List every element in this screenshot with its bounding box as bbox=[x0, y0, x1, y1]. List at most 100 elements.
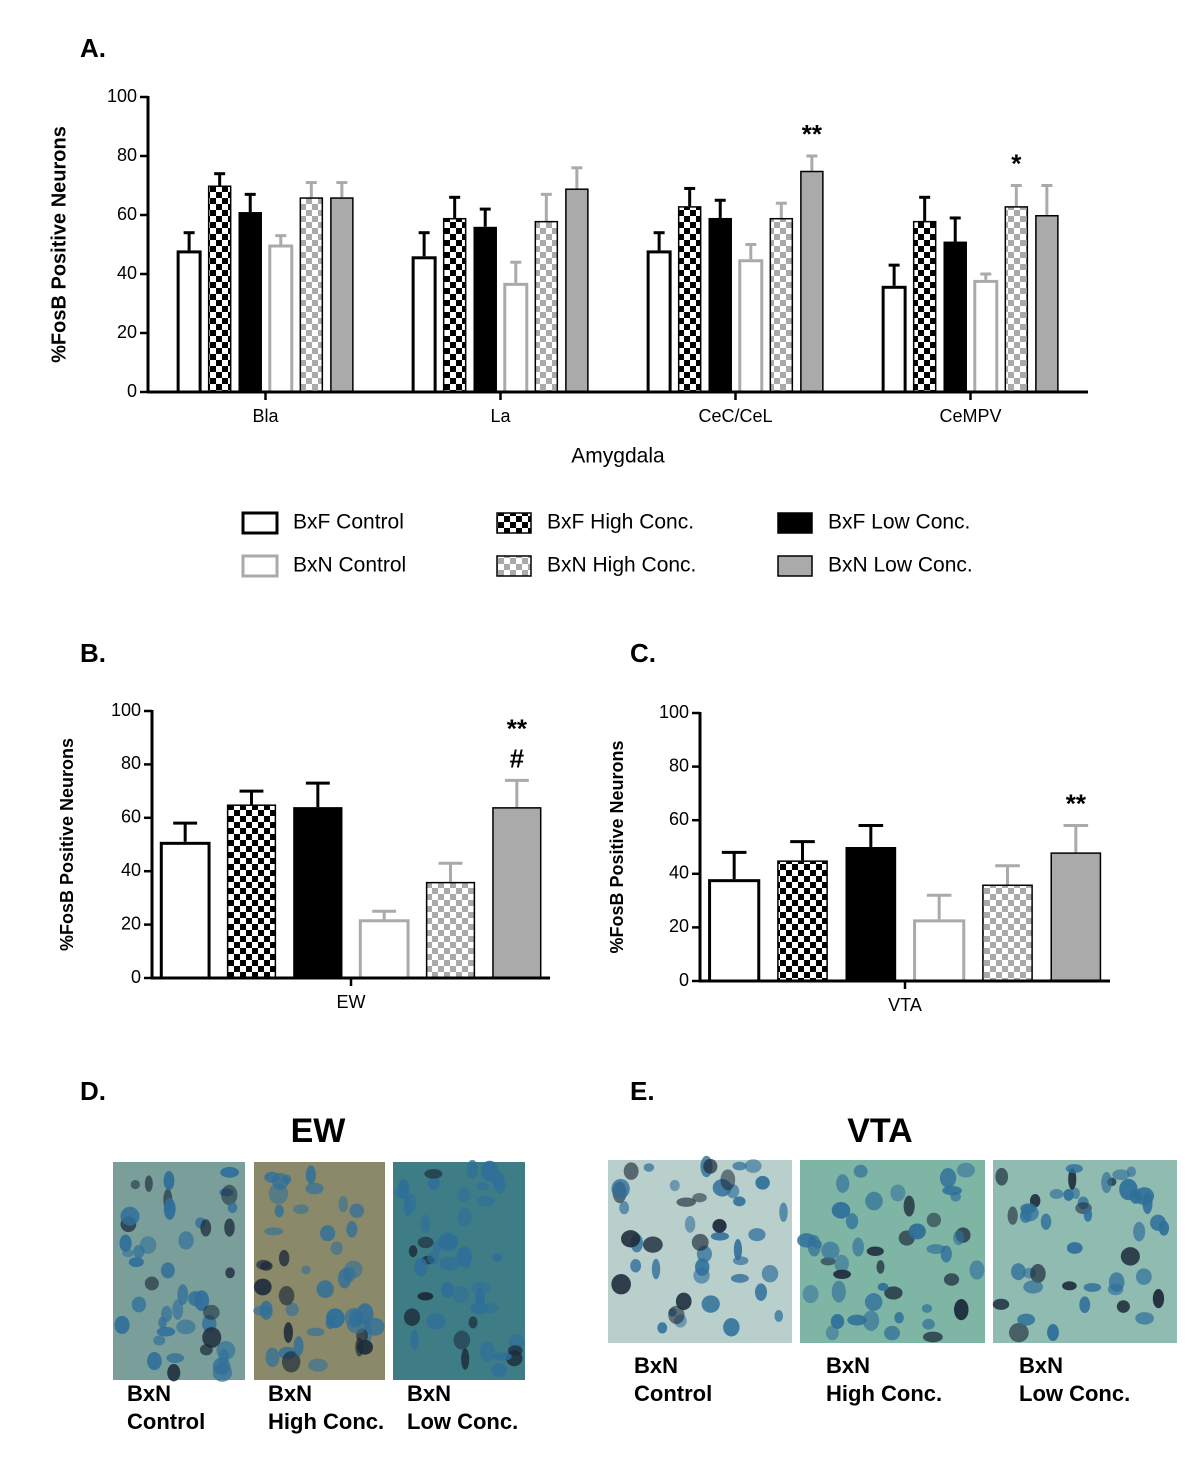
cell-nucleus bbox=[847, 1314, 867, 1326]
cell-nucleus bbox=[120, 1206, 140, 1226]
y-tick-label: 80 bbox=[121, 753, 141, 773]
cell-nucleus bbox=[992, 1298, 1010, 1310]
panel-title: EW bbox=[291, 1112, 347, 1150]
y-tick-label: 20 bbox=[121, 913, 141, 933]
cell-nucleus bbox=[825, 1325, 839, 1341]
cell-nucleus bbox=[733, 1239, 742, 1261]
cell-nucleus bbox=[1083, 1283, 1102, 1292]
bar bbox=[293, 807, 343, 979]
bar bbox=[492, 807, 542, 979]
cell-nucleus bbox=[265, 1347, 280, 1368]
image-caption: BxN bbox=[127, 1381, 171, 1406]
legend-label: BxN Control bbox=[293, 554, 406, 577]
cell-nucleus bbox=[253, 1278, 272, 1296]
cell-nucleus bbox=[406, 1193, 417, 1214]
bar bbox=[1050, 852, 1102, 982]
cell-nucleus bbox=[278, 1249, 290, 1267]
cell-nucleus bbox=[346, 1220, 358, 1238]
cell-nucleus bbox=[1079, 1296, 1091, 1314]
legend-swatch bbox=[777, 512, 813, 534]
cell-nucleus bbox=[403, 1308, 421, 1326]
cell-nucleus bbox=[490, 1170, 505, 1187]
cell-nucleus bbox=[133, 1245, 145, 1259]
bar bbox=[442, 217, 467, 393]
cell-nucleus bbox=[1023, 1280, 1044, 1294]
significance-marker: ** bbox=[1066, 788, 1087, 818]
bar bbox=[411, 256, 437, 394]
cell-nucleus bbox=[779, 1202, 788, 1222]
cell-nucleus bbox=[730, 1273, 749, 1283]
cell-nucleus bbox=[346, 1315, 367, 1334]
cell-nucleus bbox=[733, 1196, 746, 1207]
bar bbox=[299, 197, 324, 393]
y-axis-title: %FosB Positive Neurons bbox=[607, 740, 627, 953]
cell-nucleus bbox=[956, 1162, 976, 1178]
cell-nucleus bbox=[131, 1296, 147, 1313]
cell-nucleus bbox=[221, 1184, 238, 1206]
image-caption: BxN bbox=[826, 1353, 870, 1378]
cell-nucleus bbox=[156, 1326, 176, 1337]
cell-nucleus bbox=[720, 1169, 736, 1191]
cell-nucleus bbox=[301, 1265, 311, 1275]
cell-nucleus bbox=[278, 1286, 295, 1306]
cell-nucleus bbox=[684, 1215, 696, 1233]
bar bbox=[176, 250, 202, 394]
cell-nucleus bbox=[325, 1316, 336, 1330]
bar bbox=[425, 881, 476, 979]
bar bbox=[913, 919, 966, 983]
cell-nucleus bbox=[692, 1192, 707, 1203]
cell-nucleus bbox=[305, 1182, 324, 1195]
cell-nucleus bbox=[943, 1273, 960, 1286]
cell-nucleus bbox=[611, 1178, 630, 1199]
bar bbox=[1004, 206, 1029, 393]
x-tick-label: VTA bbox=[888, 995, 922, 1015]
y-tick-label: 0 bbox=[131, 967, 141, 987]
cell-nucleus bbox=[461, 1348, 470, 1370]
cell-nucleus bbox=[163, 1198, 176, 1220]
cell-nucleus bbox=[676, 1197, 696, 1207]
y-tick-label: 20 bbox=[117, 322, 137, 342]
bar bbox=[708, 217, 732, 393]
cell-nucleus bbox=[456, 1246, 472, 1268]
significance-marker: ** bbox=[802, 119, 823, 149]
bar bbox=[238, 212, 262, 393]
cell-nucleus bbox=[755, 1175, 770, 1190]
cell-nucleus bbox=[427, 1176, 441, 1191]
cell-nucleus bbox=[1120, 1247, 1140, 1266]
bar bbox=[159, 841, 211, 980]
panel-label: C. bbox=[630, 638, 656, 668]
cell-nucleus bbox=[877, 1282, 889, 1291]
image-caption: Low Conc. bbox=[1019, 1381, 1130, 1406]
cell-nucleus bbox=[1158, 1220, 1170, 1236]
cell-nucleus bbox=[147, 1351, 162, 1371]
cell-nucleus bbox=[712, 1218, 727, 1233]
y-axis-title: %FosB Positive Neurons bbox=[57, 738, 77, 951]
cell-nucleus bbox=[453, 1330, 471, 1350]
cell-nucleus bbox=[220, 1167, 240, 1178]
cell-nucleus bbox=[1063, 1189, 1074, 1201]
cell-nucleus bbox=[172, 1299, 184, 1320]
y-tick-label: 40 bbox=[669, 863, 689, 883]
bar bbox=[912, 220, 937, 393]
cell-nucleus bbox=[144, 1175, 153, 1192]
cell-nucleus bbox=[293, 1204, 309, 1215]
cell-nucleus bbox=[424, 1169, 443, 1179]
cell-nucleus bbox=[1083, 1208, 1093, 1222]
cell-nucleus bbox=[1152, 1289, 1165, 1309]
legend-label: BxN Low Conc. bbox=[828, 554, 973, 577]
cell-nucleus bbox=[316, 1280, 334, 1299]
cell-nucleus bbox=[163, 1170, 175, 1191]
cell-nucleus bbox=[176, 1319, 196, 1335]
bar bbox=[973, 279, 999, 394]
legend-swatch bbox=[496, 512, 532, 534]
cell-nucleus bbox=[1062, 1281, 1077, 1291]
cell-nucleus bbox=[922, 1331, 943, 1343]
cell-nucleus bbox=[417, 1292, 434, 1301]
y-tick-label: 60 bbox=[121, 807, 141, 827]
legend-swatch bbox=[241, 511, 279, 535]
cell-nucleus bbox=[1129, 1189, 1142, 1204]
image-caption: High Conc. bbox=[826, 1381, 942, 1406]
cell-nucleus bbox=[166, 1353, 184, 1363]
cell-nucleus bbox=[831, 1201, 851, 1219]
legend-swatch bbox=[241, 554, 279, 578]
